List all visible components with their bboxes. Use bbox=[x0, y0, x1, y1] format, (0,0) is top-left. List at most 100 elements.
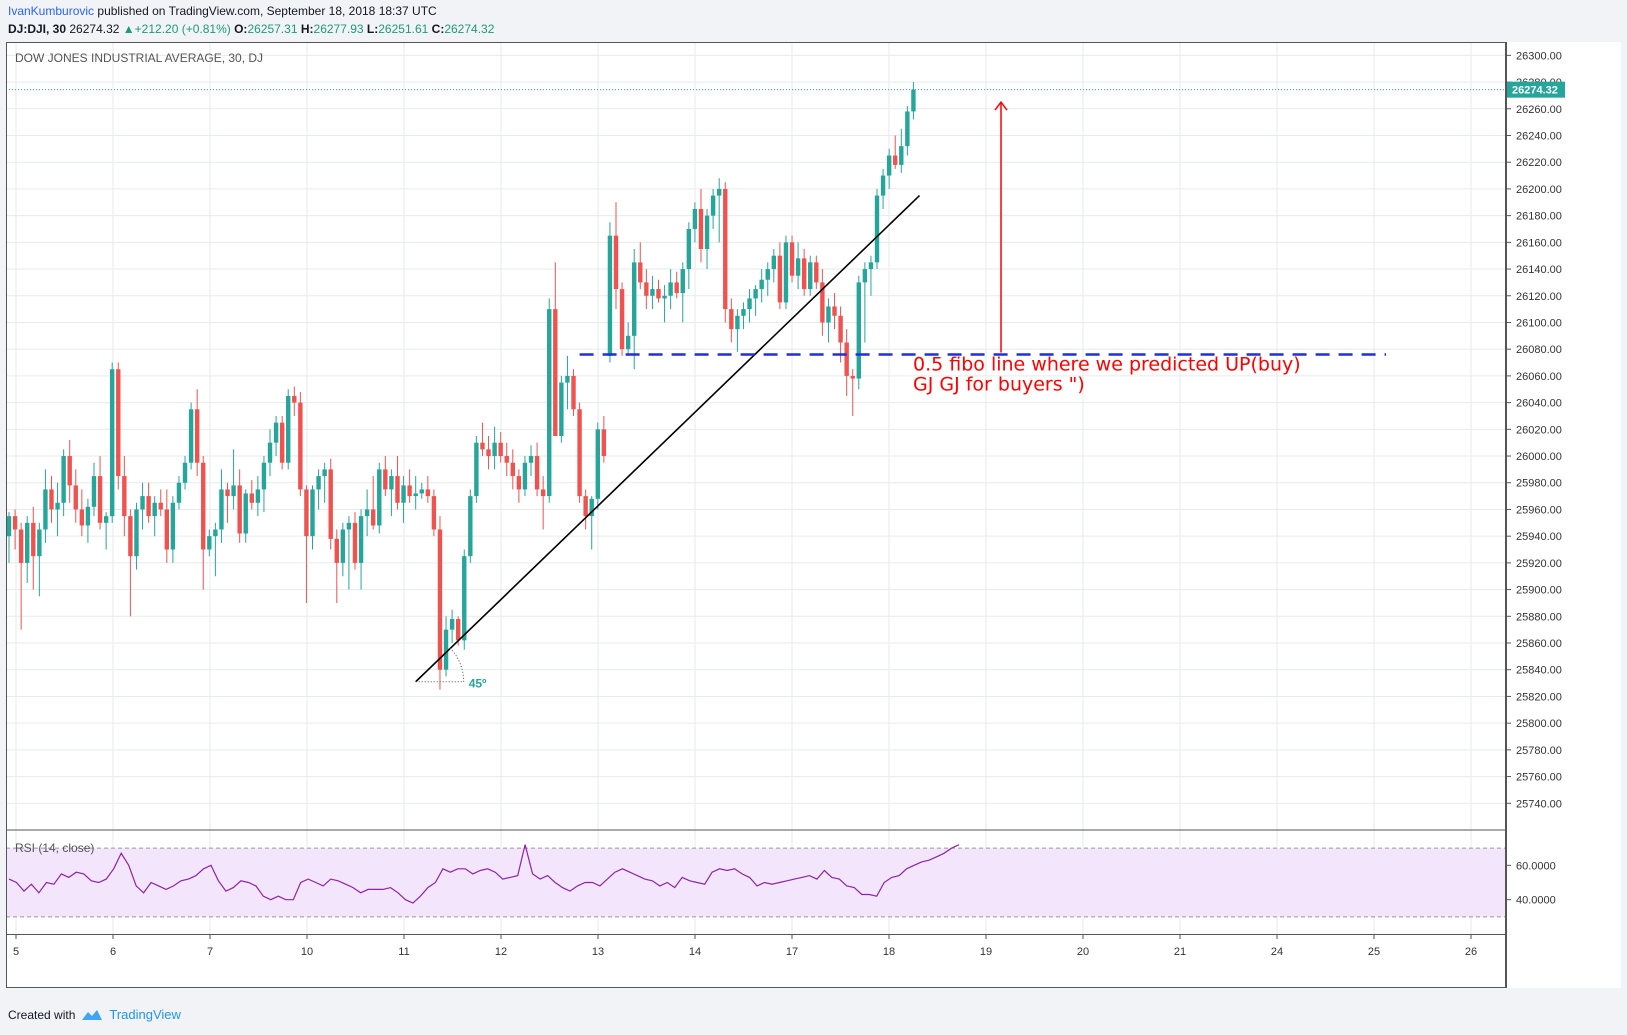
candle-body bbox=[832, 306, 837, 316]
candle-body bbox=[565, 375, 570, 383]
candle-body bbox=[37, 529, 42, 557]
candles bbox=[6, 82, 916, 690]
rsi-axis: 60.0000 40.0000 bbox=[1506, 860, 1556, 907]
candle-body bbox=[322, 469, 327, 477]
candle-body bbox=[486, 449, 491, 457]
price-tick-label: 25960.00 bbox=[1516, 504, 1562, 516]
candle-body bbox=[316, 476, 321, 490]
candle-body bbox=[158, 502, 163, 510]
candle-body bbox=[237, 485, 242, 534]
candle-body bbox=[91, 476, 97, 507]
tradingview-brand-link[interactable]: TradingView bbox=[109, 1007, 181, 1022]
candle-body bbox=[134, 509, 139, 557]
price-tick-label: 25780.00 bbox=[1516, 745, 1562, 757]
candle-body bbox=[474, 442, 479, 497]
candle-body bbox=[808, 262, 813, 290]
candle-body bbox=[462, 556, 467, 641]
up-arrow-icon: ▲ bbox=[122, 22, 135, 36]
candle-body bbox=[771, 255, 777, 270]
candle-body bbox=[899, 146, 904, 165]
candle-body bbox=[880, 175, 886, 196]
candle-body bbox=[674, 282, 679, 294]
price-tick-label: 26060.00 bbox=[1516, 371, 1562, 383]
candle-body bbox=[735, 315, 740, 330]
rsi-band-fill bbox=[6, 848, 1506, 917]
candle-body bbox=[753, 289, 758, 299]
candle-body bbox=[219, 489, 224, 530]
candle-body bbox=[553, 309, 558, 436]
candle-body bbox=[601, 429, 607, 457]
candle-body bbox=[480, 442, 485, 450]
publish-info: IvanKumburovic published on TradingView.… bbox=[8, 4, 437, 19]
candle-body bbox=[310, 489, 315, 537]
candle-body bbox=[73, 485, 78, 510]
candle-body bbox=[292, 395, 297, 403]
candle-body bbox=[692, 208, 698, 229]
candle-body bbox=[534, 456, 540, 490]
candle-body bbox=[723, 188, 728, 310]
price-tick-label: 25920.00 bbox=[1516, 558, 1562, 570]
time-tick-label: 14 bbox=[689, 946, 701, 958]
candle-body bbox=[31, 522, 36, 557]
price-tick-label: 25860.00 bbox=[1516, 638, 1562, 650]
low-value: 26251.61 bbox=[378, 22, 429, 36]
chart-title: DOW JONES INDUSTRIAL AVERAGE, 30, DJ bbox=[15, 51, 263, 65]
candle-body bbox=[729, 309, 734, 330]
candle-body bbox=[407, 485, 412, 497]
candle-body bbox=[838, 315, 843, 343]
price-tick-label: 26000.00 bbox=[1516, 451, 1562, 463]
drawings: 45º 0.5 fibo line where we predicted UP(b… bbox=[6, 89, 1506, 691]
time-tick-label: 11 bbox=[398, 946, 409, 958]
price-tick-label: 25900.00 bbox=[1516, 585, 1562, 597]
candle-body bbox=[905, 111, 910, 147]
author-link[interactable]: IvanKumburovic bbox=[8, 4, 95, 18]
time-grid bbox=[15, 42, 1472, 934]
open-value: 26257.31 bbox=[247, 22, 298, 36]
candle-body bbox=[413, 493, 418, 497]
last-price-badge-label: 26274.32 bbox=[1512, 85, 1558, 97]
candle-body bbox=[571, 375, 576, 410]
rsi-title: RSI (14, close) bbox=[15, 841, 94, 855]
candle-body bbox=[164, 509, 170, 550]
price-tick-label: 26200.00 bbox=[1516, 184, 1562, 196]
candle-body bbox=[656, 289, 661, 299]
price-tick-label: 26120.00 bbox=[1516, 291, 1562, 303]
candle-body bbox=[747, 298, 752, 310]
candle-body bbox=[765, 269, 770, 280]
candle-body bbox=[249, 493, 254, 503]
candle-body bbox=[146, 496, 151, 517]
candle-body bbox=[67, 456, 72, 486]
time-tick-label: 5 bbox=[13, 946, 19, 958]
candle-body bbox=[528, 456, 534, 463]
open-label: O: bbox=[234, 22, 248, 36]
time-tick-label: 17 bbox=[786, 946, 798, 958]
candle-body bbox=[18, 529, 24, 563]
candle-body bbox=[559, 382, 564, 436]
candle-body bbox=[644, 282, 649, 296]
candle-body bbox=[632, 262, 637, 336]
candle-body bbox=[698, 208, 704, 250]
candle-body bbox=[55, 502, 60, 510]
candle-body bbox=[455, 618, 461, 641]
candle-body bbox=[25, 522, 30, 563]
candle-body bbox=[504, 456, 509, 463]
candle-body bbox=[371, 509, 376, 526]
price-tick-label: 26040.00 bbox=[1516, 398, 1562, 410]
price-tick-label: 26020.00 bbox=[1516, 424, 1562, 436]
rsi-line bbox=[8, 844, 960, 904]
candle-body bbox=[777, 255, 783, 303]
chart-canvas[interactable]: 45º 0.5 fibo line where we predicted UP(b… bbox=[6, 42, 1621, 997]
candle-body bbox=[61, 456, 66, 503]
candle-body bbox=[116, 369, 121, 477]
chart-border bbox=[6, 42, 1506, 988]
time-tick-label: 13 bbox=[592, 946, 604, 958]
candle-body bbox=[12, 516, 18, 530]
angle-label: 45º bbox=[469, 677, 487, 691]
candle-body bbox=[194, 409, 200, 463]
candle-body bbox=[595, 429, 600, 499]
candle-body bbox=[619, 289, 625, 350]
trend-line bbox=[415, 195, 921, 683]
price-tick-label: 25820.00 bbox=[1516, 691, 1562, 703]
candle-body bbox=[801, 258, 807, 290]
candle-body bbox=[856, 282, 861, 379]
